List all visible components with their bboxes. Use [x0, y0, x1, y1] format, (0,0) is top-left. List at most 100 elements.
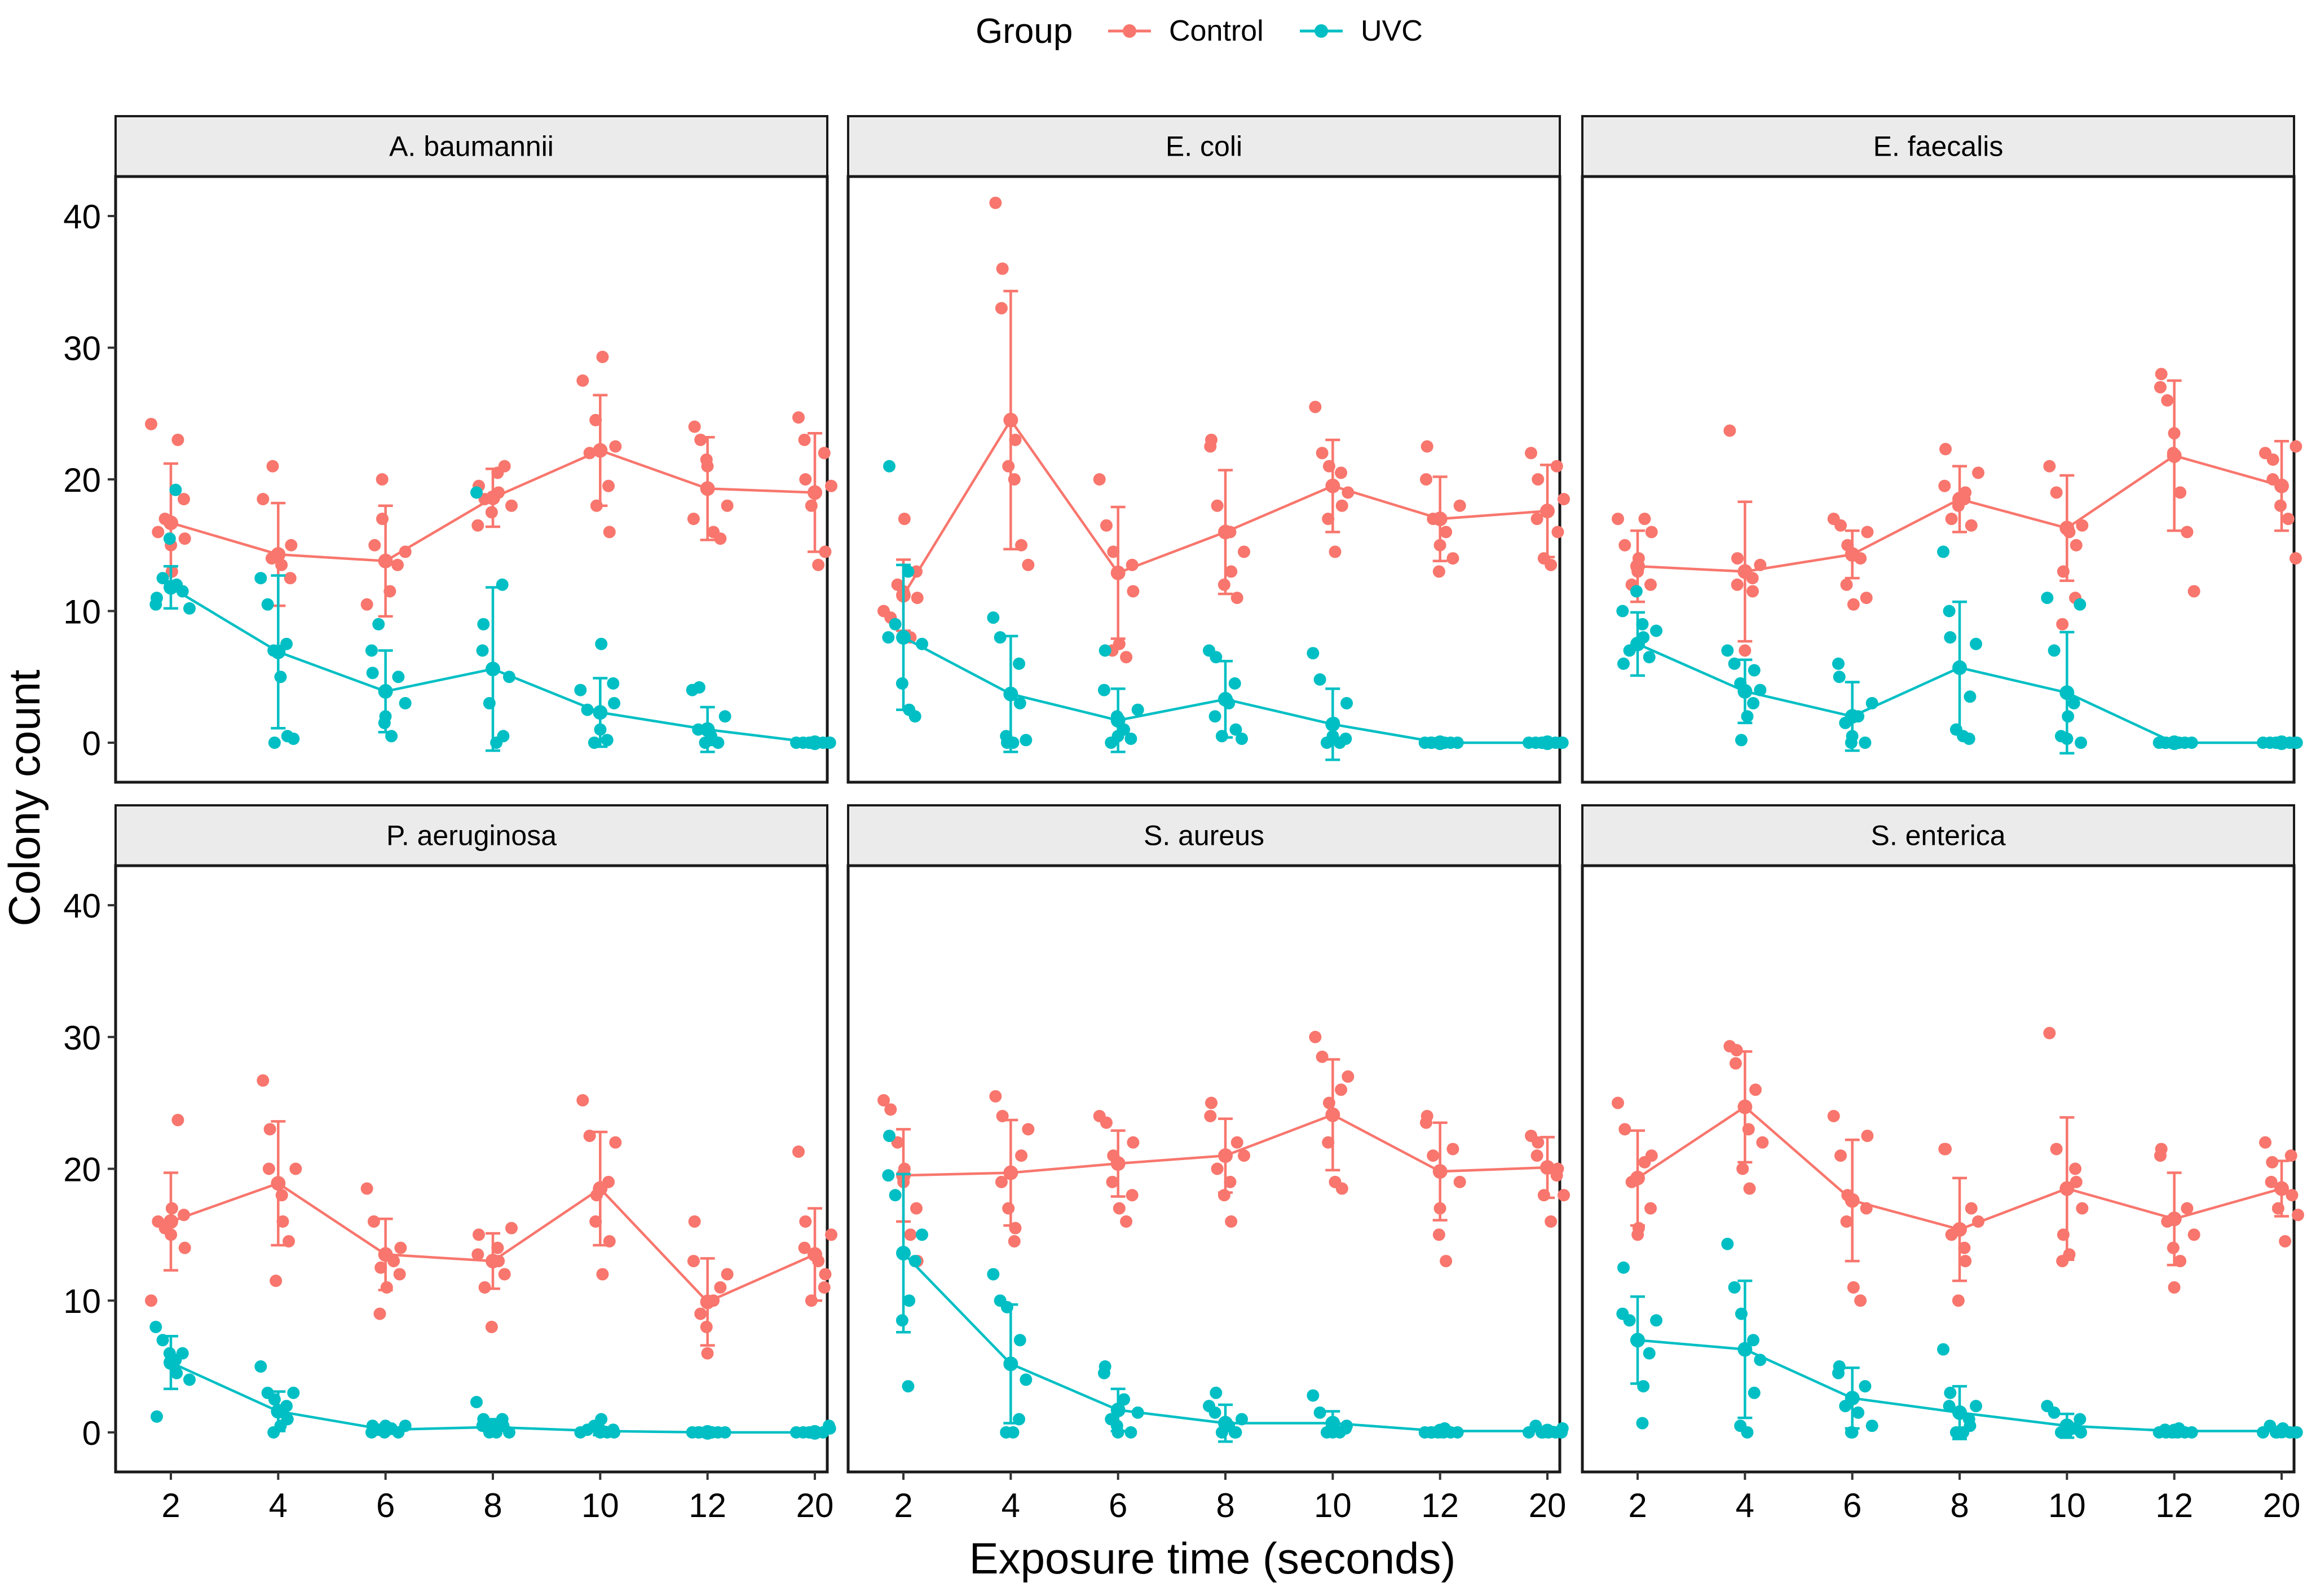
data-point [995, 302, 1008, 315]
data-point [1532, 473, 1545, 486]
data-point [1120, 1215, 1133, 1228]
facet-s-aureus: S. aureus 2 4 6 8 10 12 20 [846, 804, 1570, 1524]
data-point [394, 1241, 407, 1254]
data-point [916, 637, 928, 650]
data-point [1419, 1116, 1432, 1129]
data-point [596, 350, 609, 363]
legend-label: UVC [1361, 15, 1423, 47]
data-point [1022, 558, 1035, 571]
data-point [1015, 1149, 1028, 1162]
data-point [882, 631, 895, 644]
data-point [601, 734, 614, 747]
data-point [1013, 657, 1026, 670]
mean-point [1218, 691, 1233, 707]
data-point [1020, 734, 1033, 747]
data-point [399, 696, 412, 709]
data-point [1446, 1143, 1459, 1156]
data-point [882, 1169, 895, 1182]
data-point [1451, 1426, 1464, 1439]
x-tick-label: 12 [689, 1487, 726, 1524]
mean-point [1737, 564, 1753, 579]
data-point [1834, 519, 1847, 532]
data-point [1100, 519, 1113, 532]
data-point [2048, 644, 2061, 657]
mean-point [1630, 1170, 1645, 1185]
facet-strip [1581, 804, 2295, 867]
data-point [1938, 479, 1951, 492]
data-point [1739, 644, 1752, 657]
data-point [1316, 447, 1329, 460]
data-point [473, 1228, 485, 1241]
facet-title: S. enterica [1871, 820, 2005, 852]
data-point [1453, 499, 1466, 512]
data-point [1852, 1406, 1865, 1419]
data-point [1124, 732, 1137, 745]
data-point [374, 1261, 387, 1274]
data-point [825, 479, 837, 492]
data-point [1937, 545, 1949, 558]
data-point [1545, 1215, 1558, 1228]
data-point [1229, 723, 1242, 736]
data-point [2048, 1406, 2061, 1419]
mean-point [1110, 1403, 1126, 1418]
data-point [1636, 618, 1649, 631]
data-point [688, 1215, 701, 1228]
data-point [2290, 552, 2302, 565]
data-point [1721, 644, 1734, 657]
mean-point [1845, 1193, 1860, 1208]
data-point [476, 644, 489, 657]
mean-point [1737, 684, 1753, 699]
data-point [2266, 1156, 2279, 1169]
data-point [1230, 1136, 1243, 1149]
data-point [266, 460, 279, 473]
data-point [1840, 1215, 1853, 1228]
data-point [1962, 732, 1975, 745]
data-point [714, 1281, 727, 1294]
mean-point [700, 1294, 715, 1310]
mean-point [808, 485, 822, 500]
data-point [1099, 644, 1111, 657]
data-point [608, 696, 621, 709]
series-uvc [1616, 1237, 2303, 1440]
mean-point [1432, 735, 1448, 750]
data-point [1860, 592, 1873, 605]
mean-point [1218, 1416, 1233, 1431]
data-point [714, 532, 727, 545]
data-point [145, 417, 157, 430]
data-point [1834, 1149, 1847, 1162]
mean-point [593, 705, 608, 720]
mean-point [896, 630, 911, 645]
mean-point [2059, 521, 2075, 536]
data-point [270, 1275, 283, 1288]
series-uvc [882, 460, 1569, 761]
data-point [1015, 539, 1028, 552]
panel-border [846, 175, 1561, 784]
mean-point [1845, 709, 1860, 724]
facet-p-aeruginosa: P. aeruginosa 0 10 20 30 40 2 4 6 8 10 12 20 [63, 804, 837, 1524]
data-point [1612, 513, 1624, 526]
data-point [496, 578, 509, 591]
data-point [911, 592, 924, 605]
data-point [170, 1366, 183, 1379]
data-point [376, 473, 389, 486]
mean-point [700, 481, 715, 496]
data-point [152, 526, 165, 539]
series-uvc [1616, 545, 2303, 755]
data-point [2076, 1202, 2089, 1215]
mean-point [378, 684, 393, 699]
series-control [1612, 368, 2302, 657]
mean-point [486, 1254, 500, 1269]
facet-title: S. aureus [1144, 820, 1264, 852]
y-axis-label: Colony count [0, 669, 49, 927]
y-tick-label: 30 [63, 330, 101, 368]
y-tick-label: 10 [63, 593, 101, 631]
series-control [877, 1030, 1570, 1268]
data-point [902, 1380, 915, 1393]
data-point [470, 486, 483, 499]
mean-point [1737, 1099, 1753, 1114]
data-point [498, 460, 511, 473]
data-point [171, 1114, 184, 1127]
mean-point [808, 1247, 822, 1262]
data-point [2067, 696, 2080, 709]
data-point [1728, 1281, 1741, 1294]
